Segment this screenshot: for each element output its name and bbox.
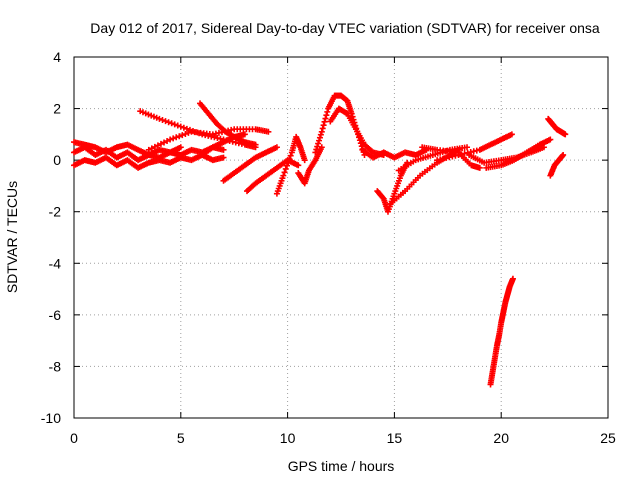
data-point <box>316 137 323 144</box>
data-point <box>324 108 331 115</box>
data-point <box>285 159 292 166</box>
series-track <box>483 136 554 171</box>
data-point <box>164 137 171 144</box>
data-point <box>313 146 320 153</box>
series-track <box>487 275 516 388</box>
data-point <box>315 140 322 147</box>
series-track <box>327 105 387 158</box>
data-point <box>273 144 280 151</box>
plot-frame <box>73 56 609 419</box>
y-tick-label: 0 <box>53 152 61 168</box>
series-track <box>273 133 308 197</box>
data-point <box>476 164 483 171</box>
data-point <box>182 130 189 137</box>
x-tick-label: 0 <box>70 430 78 446</box>
x-tick-label: 10 <box>280 430 296 446</box>
data-point <box>159 116 166 123</box>
y-tick-label: -6 <box>49 307 62 323</box>
data-point <box>161 139 168 146</box>
y-tick-label: 4 <box>53 49 61 65</box>
data-point <box>173 134 180 141</box>
y-tick-label: -8 <box>49 358 62 374</box>
data-point <box>179 132 186 139</box>
tick-labels: 0 5 10 15 20 25 -10 -8 -6 -4 -2 0 2 4 <box>41 49 616 446</box>
data-point <box>220 146 227 153</box>
data-point <box>180 124 187 131</box>
data-point <box>317 131 324 138</box>
x-tick-label: 15 <box>387 430 403 446</box>
data-point <box>165 119 172 126</box>
data-point <box>183 125 190 132</box>
data-point <box>280 172 287 179</box>
data-point <box>241 131 248 138</box>
series-track <box>359 146 430 161</box>
series-track <box>199 131 248 158</box>
y-tick-label: -2 <box>49 204 62 220</box>
data-point <box>320 122 327 129</box>
data-point <box>323 112 330 119</box>
data-point <box>157 140 164 147</box>
series-track <box>220 144 280 184</box>
data-point <box>145 146 152 153</box>
data-point <box>287 152 294 159</box>
grid-lines <box>74 57 608 418</box>
data-point <box>312 149 319 156</box>
data-point <box>547 136 554 143</box>
data-point <box>162 118 169 125</box>
data-point <box>154 142 161 149</box>
data-point <box>316 134 323 141</box>
data-point <box>508 131 515 138</box>
y-axis-label: SDTVAR / TECUs <box>4 181 20 293</box>
data-point <box>167 136 174 143</box>
data-point <box>148 145 155 152</box>
data-point <box>464 144 471 151</box>
data-point <box>283 162 290 169</box>
chart-title: Day 012 of 2017, Sidereal Day-to-day VTE… <box>90 20 600 36</box>
data-point <box>156 115 163 122</box>
x-tick-label: 20 <box>493 430 509 446</box>
data-point <box>321 118 328 125</box>
y-tick-label: 2 <box>53 101 61 117</box>
data-point <box>295 162 302 169</box>
data-point <box>174 122 181 129</box>
data-point <box>265 128 272 135</box>
data-point <box>171 121 178 128</box>
series-track <box>547 151 567 179</box>
data-point <box>176 133 183 140</box>
data-point <box>177 144 184 151</box>
data-point <box>314 143 321 150</box>
data-point <box>318 128 325 135</box>
data-point <box>509 275 516 282</box>
data-point <box>168 120 175 127</box>
data-point <box>185 129 192 136</box>
data-point <box>301 157 308 164</box>
data-point <box>319 125 326 132</box>
x-axis-label: GPS time / hours <box>288 458 395 474</box>
data-point <box>151 143 158 150</box>
data-point <box>252 141 259 148</box>
data-point <box>170 135 177 142</box>
data-point <box>562 131 569 138</box>
data-point <box>322 115 329 122</box>
axis-ticks <box>73 56 609 419</box>
series-track <box>545 115 569 138</box>
data-point <box>177 123 184 130</box>
y-tick-label: -10 <box>41 410 61 426</box>
x-tick-label: 25 <box>600 430 616 446</box>
series-track <box>434 131 515 164</box>
series-track <box>145 126 272 153</box>
series-track <box>71 151 227 171</box>
series-track <box>71 139 184 158</box>
data-point <box>286 156 293 163</box>
data-point <box>560 151 567 158</box>
data-point <box>220 154 227 161</box>
data-point <box>282 165 289 172</box>
data-series <box>71 92 569 388</box>
x-tick-label: 5 <box>177 430 185 446</box>
data-point <box>281 169 288 176</box>
series-track <box>419 144 483 171</box>
y-tick-label: -4 <box>49 255 62 271</box>
